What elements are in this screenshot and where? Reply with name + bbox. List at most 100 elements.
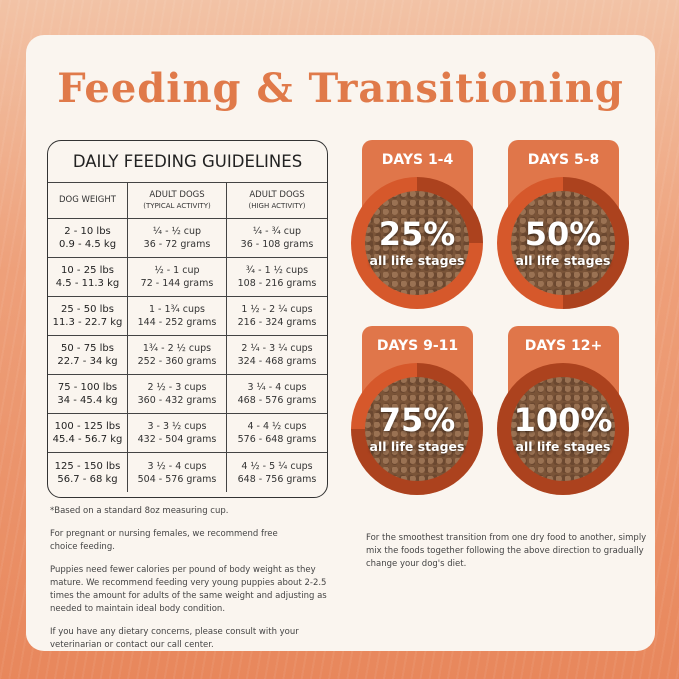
grams: 468 - 576 grams [237,395,317,406]
grams: 36 - 108 grams [240,239,314,250]
cups: 3 - 3 ½ cups [147,421,207,432]
stage-label: all life stages [369,253,465,268]
note: Puppies need fewer calories per pound of… [50,565,327,614]
table-header: DOG WEIGHT ADULT DOGS (TYPICAL ACTIVITY) … [48,183,327,219]
typical-cell: 3 ½ - 4 cups 504 - 576 grams [128,453,227,492]
header-text: ADULT DOGS [249,189,305,200]
weight-lbs: 2 - 10 lbs [64,226,111,237]
table-row: 125 - 150 lbs 56.7 - 68 kg 3 ½ - 4 cups 50… [48,453,327,492]
cups: ¾ - 1 ½ cups [245,265,309,276]
weight-lbs: 10 - 25 lbs [61,265,114,276]
table-row: 2 - 10 lbs 0.9 - 4.5 kg ¼ - ½ cup 36 - 72 … [48,219,327,258]
grams: 432 - 504 grams [137,434,217,445]
weight-cell: 25 - 50 lbs 11.3 - 22.7 kg [48,297,128,335]
table-row: 75 - 100 lbs 34 - 45.4 kg 2 ½ - 3 cups 360… [48,375,327,414]
weight-cell: 100 - 125 lbs 45.4 - 56.7 kg [48,414,128,452]
header-weight: DOG WEIGHT [48,183,128,218]
food-bowl-icon: 100% all life stages [497,363,629,495]
weight-lbs: 50 - 75 lbs [61,343,114,354]
header-text: ADULT DOGS [149,189,205,200]
cups: 2 ¼ - 3 ¼ cups [241,343,313,354]
kibble-image [511,191,615,295]
high-cell: 4 - 4 ½ cups 576 - 648 grams [227,414,327,452]
percent-text: 50% [524,215,602,253]
note: If you have any dietary concerns, please… [50,627,299,650]
transition-note: For the smoothest transition from one dr… [366,533,647,569]
stage-label: all life stages [515,439,611,454]
high-cell: 1 ½ - 2 ¼ cups 216 - 324 grams [227,297,327,335]
cups: 3 ¼ - 4 cups [247,382,307,393]
grams: 648 - 756 grams [237,473,317,485]
grams: 36 - 72 grams [143,239,211,250]
cups: ¼ - ½ cup [152,226,202,237]
cups: 1 - 1¾ cups [148,304,205,315]
note: For pregnant or nursing females, we reco… [50,529,278,552]
weight-cell: 125 - 150 lbs 56.7 - 68 kg [48,453,128,492]
table-row: 25 - 50 lbs 11.3 - 22.7 kg 1 - 1¾ cups 144… [48,297,327,336]
kibble-image [365,191,469,295]
percent-text: 75% [378,401,456,439]
weight-cell: 75 - 100 lbs 34 - 45.4 kg [48,375,128,413]
food-bowl-icon: 50% all life stages [497,177,629,309]
header-sub: (TYPICAL ACTIVITY) [143,201,211,210]
cups: ½ - 1 cup [154,265,200,276]
grams: 108 - 216 grams [237,278,317,289]
weight-kg: 34 - 45.4 kg [57,395,118,406]
page-title: Feeding & Transitioning [57,65,624,112]
stage-label: all life stages [515,253,611,268]
cups: 4 ½ - 5 ¼ cups [241,460,313,472]
typical-cell: ¼ - ½ cup 36 - 72 grams [128,219,227,257]
table-title: DAILY FEEDING GUIDELINES [48,141,327,183]
weight-lbs: 75 - 100 lbs [57,382,118,393]
high-cell: ¾ - 1 ½ cups 108 - 216 grams [227,258,327,296]
high-cell: 2 ¼ - 3 ¼ cups 324 - 468 grams [227,336,327,374]
typical-cell: 2 ½ - 3 cups 360 - 432 grams [128,375,227,413]
weight-kg: 56.7 - 68 kg [57,473,118,485]
transition-stage: DAYS 12+ 100% all life stages [497,326,637,501]
weight-cell: 50 - 75 lbs 22.7 - 34 kg [48,336,128,374]
weight-kg: 0.9 - 4.5 kg [58,239,117,250]
high-cell: ¼ - ¾ cup 36 - 108 grams [227,219,327,257]
table-row: 100 - 125 lbs 45.4 - 56.7 kg 3 - 3 ½ cups… [48,414,327,453]
table-row: 50 - 75 lbs 22.7 - 34 kg 1¾ - 2 ½ cups 252… [48,336,327,375]
transition-stage: DAYS 9-11 75% all life stages [351,326,491,501]
grams: 576 - 648 grams [237,434,317,445]
note: *Based on a standard 8oz measuring cup. [50,506,229,516]
weight-kg: 45.4 - 56.7 kg [52,434,123,445]
info-card: Feeding & Transitioning DAILY FEEDING GU… [26,35,655,651]
feeding-table: DAILY FEEDING GUIDELINES DOG WEIGHT ADUL… [47,140,328,498]
cups: 1¾ - 2 ½ cups [142,343,212,354]
grams: 216 - 324 grams [237,317,317,328]
transition-stage: DAYS 5-8 50% all life stages [497,140,637,315]
weight-kg: 11.3 - 22.7 kg [52,317,123,328]
kibble-image [511,377,615,481]
percent-text: 100% [513,401,613,439]
percent-text: 25% [378,215,456,253]
weight-kg: 22.7 - 34 kg [57,356,118,367]
feeding-notes: *Based on a standard 8oz measuring cup. … [50,505,335,662]
header-sub: (HIGH ACTIVITY) [248,201,306,210]
grams: 324 - 468 grams [237,356,317,367]
grams: 144 - 252 grams [137,317,217,328]
header-typical: ADULT DOGS (TYPICAL ACTIVITY) [128,183,227,218]
stage-label: all life stages [369,439,465,454]
typical-cell: 1¾ - 2 ½ cups 252 - 360 grams [128,336,227,374]
transition-stage: DAYS 1-4 25% all life stages [351,140,491,315]
typical-cell: 1 - 1¾ cups 144 - 252 grams [128,297,227,335]
table-row: 10 - 25 lbs 4.5 - 11.3 kg ½ - 1 cup 72 - 1… [48,258,327,297]
weight-lbs: 25 - 50 lbs [61,304,114,315]
food-bowl-icon: 75% all life stages [351,363,483,495]
cups: ¼ - ¾ cup [252,226,302,237]
grams: 360 - 432 grams [137,395,217,406]
cups: 3 ½ - 4 cups [147,460,207,472]
grams: 72 - 144 grams [140,278,214,289]
cups: 1 ½ - 2 ¼ cups [241,304,313,315]
high-cell: 3 ¼ - 4 cups 468 - 576 grams [227,375,327,413]
cups: 4 - 4 ½ cups [247,421,307,432]
typical-cell: 3 - 3 ½ cups 432 - 504 grams [128,414,227,452]
weight-cell: 10 - 25 lbs 4.5 - 11.3 kg [48,258,128,296]
grams: 504 - 576 grams [137,473,217,485]
header-high: ADULT DOGS (HIGH ACTIVITY) [227,183,327,218]
cups: 2 ½ - 3 cups [147,382,207,393]
high-cell: 4 ½ - 5 ¼ cups 648 - 756 grams [227,453,327,492]
